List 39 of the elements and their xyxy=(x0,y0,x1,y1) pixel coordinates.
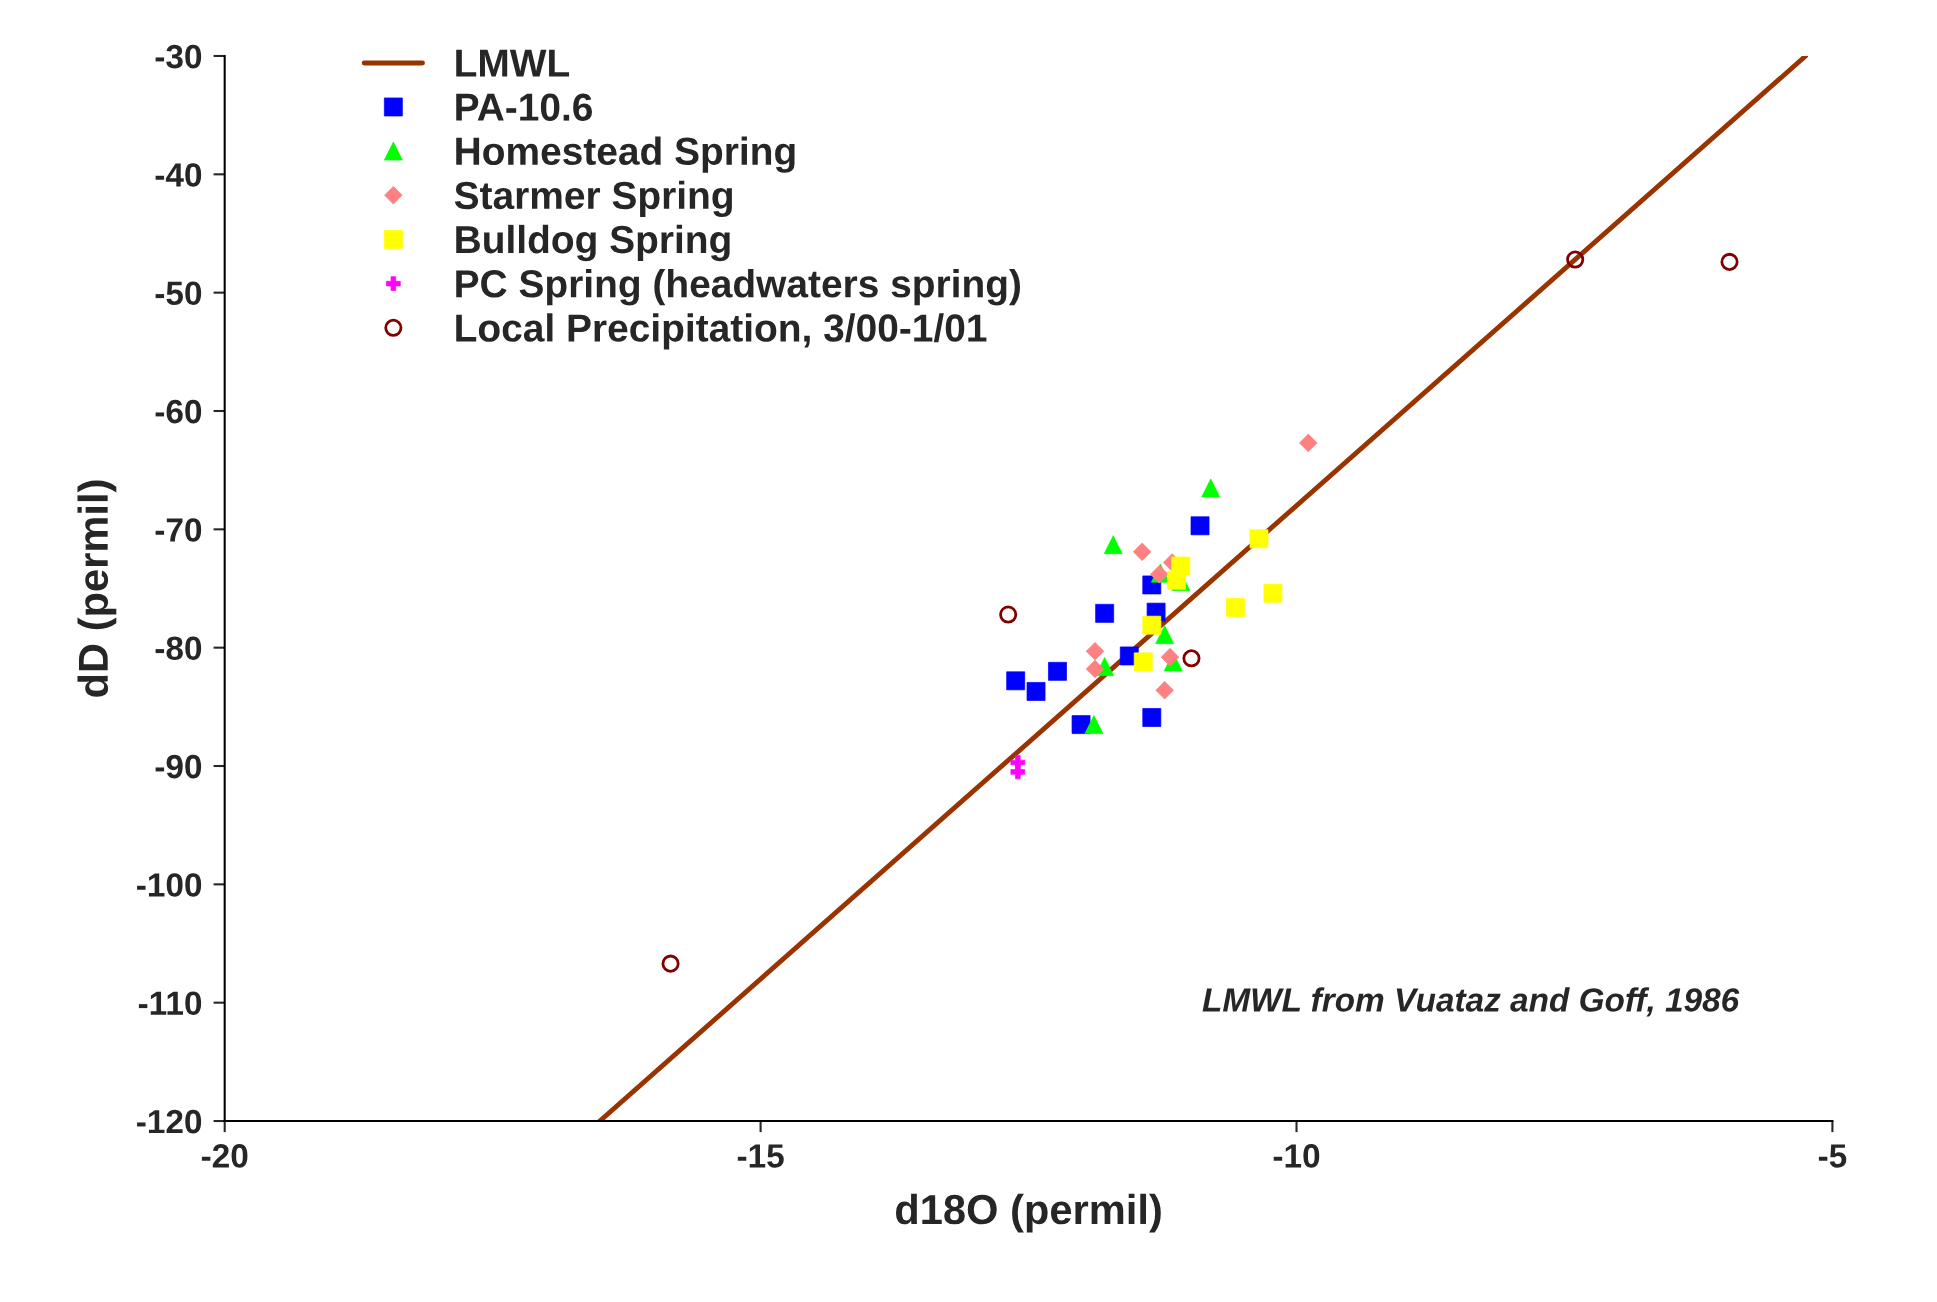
point xyxy=(1201,478,1221,498)
point xyxy=(1566,250,1585,269)
x-tick-label: -20 xyxy=(201,1144,248,1168)
point xyxy=(1226,598,1245,617)
y-tick-label: -70 xyxy=(155,518,202,542)
x-tick-label: -15 xyxy=(737,1144,784,1168)
y-tick-label: -40 xyxy=(155,163,202,187)
legend-label: Local Precipitation, 3/00-1/01 xyxy=(456,313,987,350)
point xyxy=(1142,708,1162,727)
point xyxy=(661,954,680,973)
point xyxy=(1026,682,1046,701)
point xyxy=(1095,603,1115,623)
y-tick-label: -110 xyxy=(138,991,202,1016)
point xyxy=(1182,649,1201,668)
y-tick-label: -80 xyxy=(155,636,202,661)
point xyxy=(1085,642,1105,661)
y-tick-label: -60 xyxy=(155,399,202,424)
legend-label: PA-10.6 xyxy=(456,93,593,121)
legend-label: LMWL xyxy=(456,49,570,77)
legend-label: Bulldog Spring xyxy=(456,224,730,262)
point xyxy=(1299,433,1318,453)
point xyxy=(1103,535,1123,555)
legend-label: Homestead Spring xyxy=(456,136,795,173)
point xyxy=(1190,516,1210,536)
y-tick-label: -100 xyxy=(137,873,202,897)
legend-label: PC Spring (headwaters spring) xyxy=(456,269,1020,306)
point xyxy=(999,605,1018,624)
point xyxy=(1720,252,1739,271)
annotation: LMWL from Vuataz and Goff, 1986 xyxy=(1202,987,1740,1017)
x-tick-label: -10 xyxy=(1273,1144,1320,1168)
point xyxy=(1167,570,1186,590)
legend-label: Starmer Spring xyxy=(454,180,732,218)
x-tick-label: -5 xyxy=(1818,1144,1847,1168)
y-tick-label: -50 xyxy=(155,281,202,306)
y-axis-title: dD (permil) xyxy=(77,480,117,697)
y-tick-label: -120 xyxy=(137,1109,202,1134)
y-tick-label: -30 xyxy=(155,44,202,69)
y-tick-label: -90 xyxy=(155,754,202,779)
x-axis-title: d18O (permil) xyxy=(895,1193,1161,1233)
